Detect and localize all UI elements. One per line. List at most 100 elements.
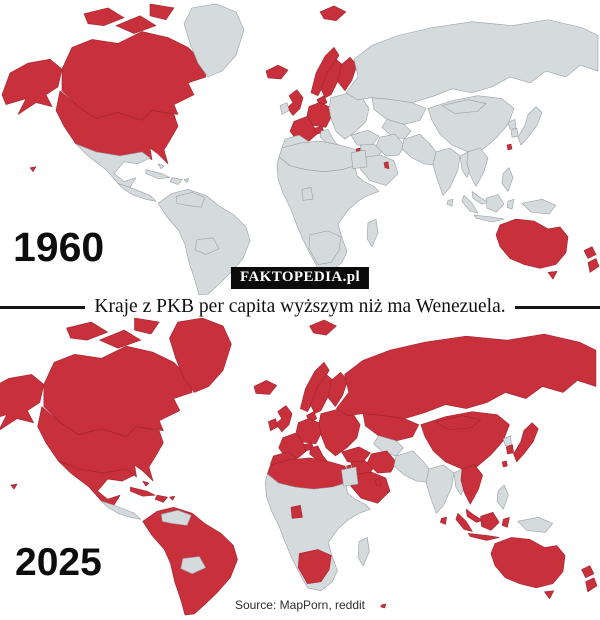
region-finland [337,56,358,92]
region-egypt [341,466,359,487]
region-ireland [268,418,278,432]
divider-line-right [514,305,600,309]
region-iceland [265,64,289,80]
region-germany-benelux [306,102,332,128]
region-malaysia [471,191,489,205]
region-bolivia [180,556,206,574]
region-australia [490,537,566,600]
region-se-asia [460,464,483,505]
region-bolivia [194,237,220,255]
watermark-text: FAKTOPEDIA.pl [239,269,361,285]
region-india [432,147,461,196]
region-new-zealand [583,246,600,273]
caption-text: Kraje z PKB per capita wyższym niż ma We… [94,296,506,317]
region-new-zealand [581,565,598,593]
region-afghan-pakistan [401,133,437,166]
region-borneo [480,511,500,531]
region-arabia [350,471,391,504]
region-canada [43,345,193,438]
region-japan [513,422,539,463]
map-regions-group [1,3,600,296]
region-canada [61,31,207,121]
world-map-2025 [0,318,598,616]
region-stray-islet [380,603,387,609]
region-sri-lanka [446,199,454,207]
region-puerto-rico [169,495,175,501]
region-bahamas [142,480,150,487]
region-mongolia [434,415,481,431]
region-iran [366,450,397,474]
region-gulf-states [383,161,390,170]
region-sulawesi [506,199,515,210]
region-finland [327,372,349,407]
region-gabon [301,187,314,201]
region-java [467,533,500,541]
region-se-asia [466,147,489,187]
region-alaska [1,58,63,115]
region-canada-arctic-1 [83,7,125,26]
divider-line-left [0,305,86,309]
region-kazakhstan [371,97,427,125]
year-label-1960: 1960 [13,224,105,270]
year-label-2025: 2025 [15,541,102,584]
region-canada-arctic-2 [99,329,141,349]
region-canada-arctic-2 [115,15,157,34]
region-hawaii [10,483,18,490]
region-new-guinea [517,517,553,533]
region-uk [275,405,293,433]
region-cuba [145,169,171,179]
region-madagascar [357,537,370,566]
region-france [289,116,319,142]
region-turkey [341,446,371,463]
region-japan [517,106,543,146]
region-gulf-states [375,478,381,487]
region-southern-africa [308,230,342,265]
region-canada-arctic-1 [66,321,109,341]
region-mongolia [441,99,487,114]
region-north-korea [502,435,512,447]
region-afghan-pakistan [393,450,430,483]
region-philippines [496,484,509,510]
region-svalbard [309,319,337,336]
region-ireland [279,102,290,115]
region-sumatra [455,512,473,532]
region-arabia [359,154,399,186]
region-africa-sub [265,473,371,592]
region-east-asia-territory [506,143,513,151]
region-canada-arctic-3 [149,3,175,21]
region-hispaniola [169,177,183,185]
region-south-korea [510,127,519,138]
region-venezuela [175,192,206,208]
region-java [473,214,505,223]
region-mexico [75,143,151,188]
region-mexico [57,460,135,506]
region-central-america [101,500,141,520]
region-greenland [183,3,245,78]
region-central-america [117,183,157,202]
region-india [425,464,455,514]
region-russia [345,19,599,103]
region-sulawesi [501,517,510,528]
region-north-korea [507,119,517,130]
region-africa-sub [276,156,380,272]
region-egypt [350,149,368,170]
region-bahamas [157,163,165,170]
region-hawaii [29,166,37,172]
region-greenland [169,318,232,393]
region-southern-africa [297,549,332,585]
region-russia [336,333,597,419]
region-france [278,432,308,459]
map-regions-group [0,318,598,616]
region-madagascar [366,218,379,247]
region-sumatra [461,195,479,214]
region-venezuela [160,509,192,526]
region-kazakhstan [362,413,420,442]
region-canada-arctic-3 [134,318,160,335]
region-borneo [485,194,505,213]
region-iceland [253,380,277,395]
caption-divider: Kraje z PKB per capita wyższym niż ma We… [0,294,600,320]
source-credit: Source: MapPorn, reddit [234,598,366,612]
region-norway [310,47,340,97]
region-east-asia-territory [501,460,508,468]
